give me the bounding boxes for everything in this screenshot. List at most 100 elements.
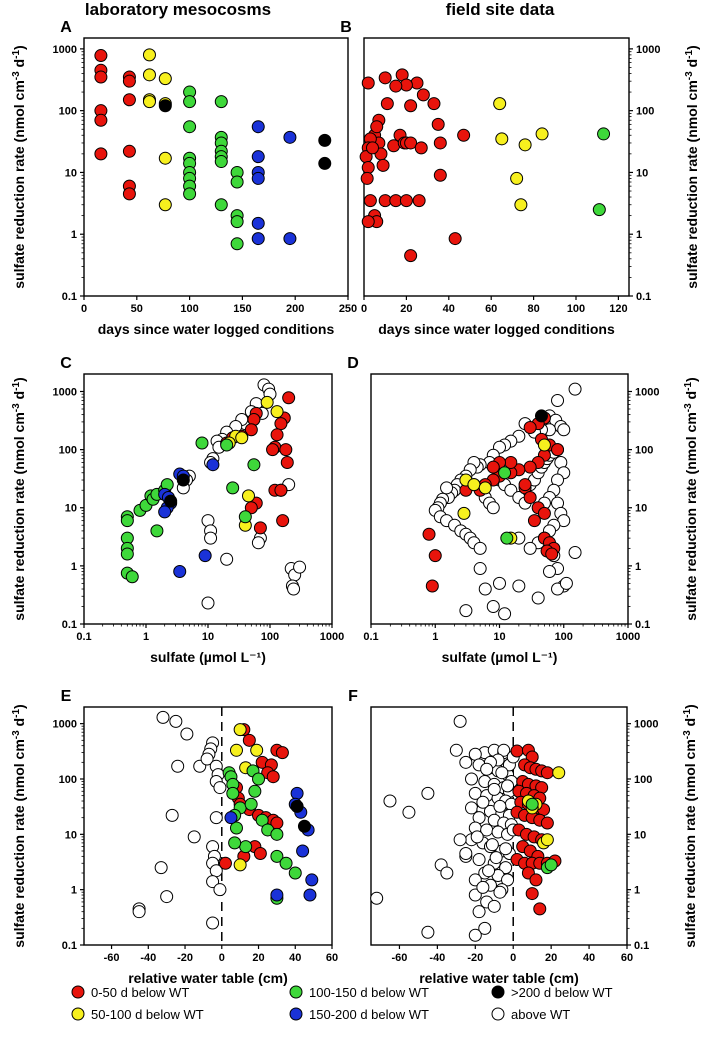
column-title-field: field site data xyxy=(446,0,555,19)
data-point xyxy=(122,74,136,88)
data-point xyxy=(514,198,528,212)
data-point xyxy=(280,456,294,470)
data-point xyxy=(154,861,168,875)
data-point xyxy=(487,899,501,913)
y-tick-label: 1 xyxy=(71,561,77,573)
data-point xyxy=(485,838,499,852)
data-point xyxy=(296,844,310,858)
series-above-wt xyxy=(132,710,227,930)
y-tick-label: 1000 xyxy=(53,44,77,56)
data-point xyxy=(251,216,265,230)
series-100-150-d-below-wt xyxy=(592,127,611,217)
data-point xyxy=(465,772,479,786)
x-tick-label: -40 xyxy=(429,952,445,964)
y-tick-label: 1 xyxy=(634,885,640,897)
data-point xyxy=(387,139,401,153)
x-tick-label: -60 xyxy=(104,952,120,964)
data-point xyxy=(224,811,238,825)
x-tick-label: 0 xyxy=(81,303,87,315)
data-point xyxy=(482,864,496,878)
data-point xyxy=(204,531,218,545)
data-point xyxy=(421,925,435,939)
y-axis-label: sulfate reduction rate (nmol cm-3 d-1) xyxy=(11,45,28,288)
data-point xyxy=(122,93,136,107)
data-point xyxy=(440,866,454,880)
y-tick-label: 1 xyxy=(635,561,641,573)
data-point xyxy=(486,460,500,474)
x-tick-label: -40 xyxy=(140,952,156,964)
plot-frame xyxy=(83,706,333,946)
data-point xyxy=(510,171,524,185)
legend-label: 50-100 d below WT xyxy=(91,1007,204,1022)
data-point xyxy=(94,113,108,127)
series-above-wt xyxy=(428,382,582,621)
data-point xyxy=(229,743,243,757)
data-point xyxy=(592,203,606,217)
data-point xyxy=(459,847,473,861)
data-point xyxy=(226,481,240,495)
data-point xyxy=(500,531,514,545)
data-point xyxy=(235,431,249,445)
data-point xyxy=(187,830,201,844)
data-point xyxy=(94,49,108,63)
x-tick-label: 50 xyxy=(131,303,143,315)
data-point xyxy=(220,438,234,452)
data-point xyxy=(183,120,197,134)
data-point xyxy=(499,861,513,875)
data-point xyxy=(493,97,507,111)
data-point xyxy=(270,405,284,419)
y-tick-label: 10 xyxy=(635,503,647,515)
x-tick-label: 100 xyxy=(555,631,573,643)
data-point xyxy=(499,842,513,856)
data-point xyxy=(361,161,375,175)
panel-letter: B xyxy=(340,19,352,36)
data-point xyxy=(428,549,442,563)
x-tick-label: 80 xyxy=(527,303,539,315)
x-axis-label: relative water table (cm) xyxy=(419,970,579,986)
y-tick-label: 10 xyxy=(65,829,77,841)
x-tick-label: 20 xyxy=(400,303,412,315)
x-tick-label: -20 xyxy=(177,952,193,964)
legend-item: 150-200 d below WT xyxy=(289,1007,429,1022)
data-point xyxy=(228,836,242,850)
data-point xyxy=(498,607,512,621)
x-tick-label: 0 xyxy=(510,952,516,964)
data-point xyxy=(495,766,509,780)
data-point xyxy=(557,423,571,437)
data-point xyxy=(251,171,265,185)
data-point xyxy=(247,458,261,472)
data-point xyxy=(94,147,108,161)
data-point xyxy=(497,743,511,757)
legend-item: 0-50 d below WT xyxy=(71,985,189,1000)
data-point xyxy=(290,799,304,813)
data-point xyxy=(523,421,537,435)
data-point xyxy=(518,138,532,152)
x-tick-label: -60 xyxy=(391,952,407,964)
data-point xyxy=(142,68,156,82)
legend-label: above WT xyxy=(511,1007,570,1022)
y-tick-label: 1000 xyxy=(53,386,77,398)
data-point xyxy=(542,565,556,579)
data-point xyxy=(523,541,537,555)
data-point xyxy=(597,127,611,141)
data-point xyxy=(142,95,156,109)
data-point xyxy=(244,423,258,437)
data-point xyxy=(529,873,543,887)
data-point xyxy=(156,710,170,724)
data-point xyxy=(250,743,264,757)
y-tick-label: 0.1 xyxy=(62,940,77,952)
data-point xyxy=(251,120,265,134)
data-point xyxy=(242,733,256,747)
data-point xyxy=(270,849,284,863)
panel-letter: C xyxy=(60,355,72,372)
data-point xyxy=(230,215,244,229)
data-point xyxy=(122,144,136,158)
data-point xyxy=(412,194,426,208)
y-tick-label: 1 xyxy=(636,229,642,241)
series--200-d-below-wt xyxy=(290,799,311,833)
data-point xyxy=(120,514,134,528)
data-point xyxy=(132,905,146,919)
data-point xyxy=(422,527,436,541)
data-point xyxy=(266,770,280,784)
